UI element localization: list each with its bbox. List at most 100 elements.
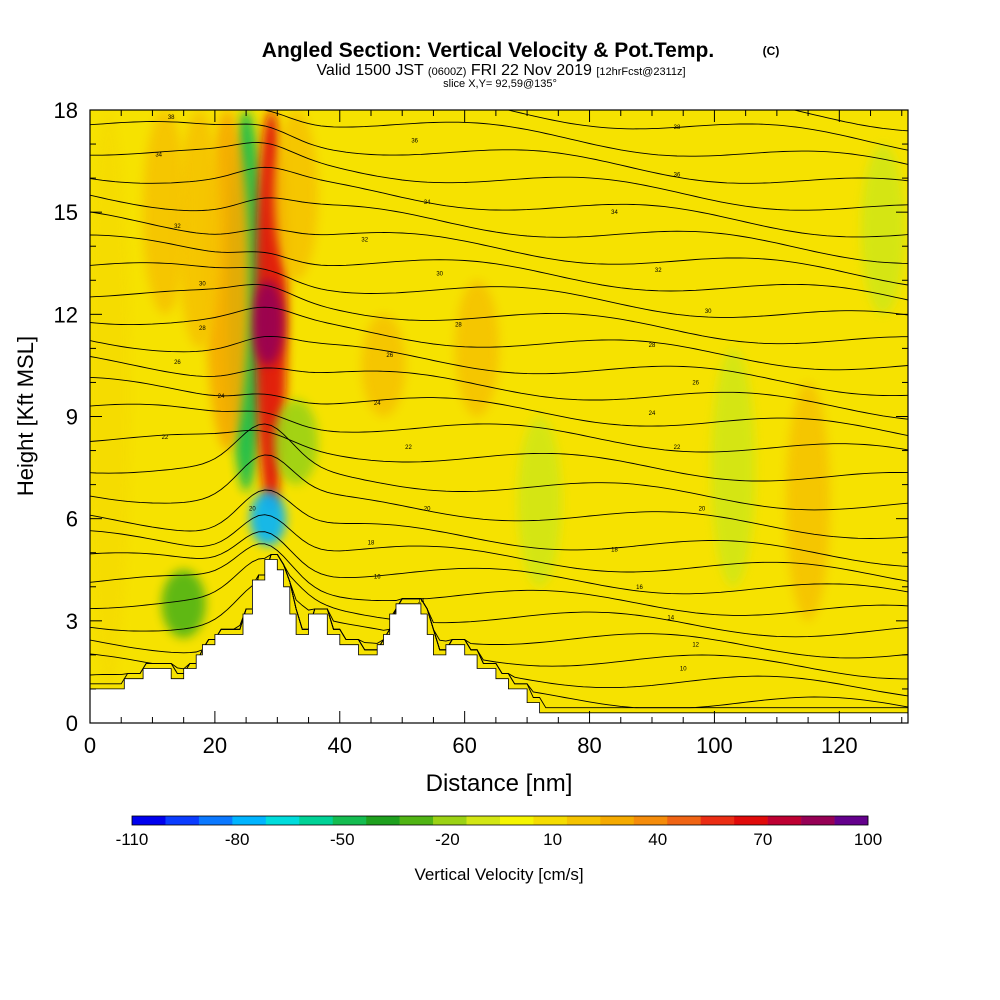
colorbar-swatch-21 bbox=[834, 816, 869, 825]
contour-label-3: 30 bbox=[199, 282, 206, 288]
contour-label-30: 20 bbox=[699, 506, 706, 512]
theta-contour-5 bbox=[90, 553, 908, 638]
velocity-feature-12 bbox=[517, 416, 562, 587]
velocity-feature-13 bbox=[711, 348, 756, 587]
contour-label-16: 22 bbox=[405, 445, 412, 451]
y-axis-label: Height [Kft MSL] bbox=[13, 336, 38, 496]
theta-contour-11 bbox=[90, 423, 908, 511]
y-tick-label-2: 6 bbox=[66, 507, 78, 532]
velocity-feature-8 bbox=[455, 280, 500, 417]
contour-label-31: 18 bbox=[611, 547, 618, 553]
colorbar-tick-label-0: -110 bbox=[116, 830, 149, 849]
theta-contour-13 bbox=[90, 403, 908, 453]
colorbar-swatch-19 bbox=[767, 816, 802, 825]
colorbar-tick-label-6: 70 bbox=[753, 830, 772, 849]
terrain-mask bbox=[90, 559, 908, 723]
theta-contour-25 bbox=[90, 121, 908, 184]
velocity-feature-7 bbox=[361, 314, 406, 417]
colorbar-swatch-11 bbox=[500, 816, 534, 825]
velocity-feature-9 bbox=[274, 399, 319, 485]
colorbar-tick-label-7: 100 bbox=[854, 830, 882, 849]
contour-labels: 38 34 32 30 28 26 24 22 20 36 34 32 30 28 26 24 22 20 18 16… bbox=[155, 115, 712, 673]
y-tick-label-0: 0 bbox=[66, 711, 78, 736]
contour-label-10: 34 bbox=[424, 200, 431, 206]
contour-label-34: 12 bbox=[692, 643, 699, 649]
subtitle-utc: (0600Z) bbox=[428, 66, 467, 78]
contour-label-5: 26 bbox=[174, 360, 181, 366]
contour-label-4: 28 bbox=[199, 326, 206, 332]
velocity-feature-10 bbox=[249, 491, 286, 546]
colorbar-swatch-6 bbox=[332, 816, 367, 825]
colorbar-swatch-3 bbox=[232, 816, 267, 825]
colorbar-swatch-10 bbox=[466, 816, 501, 825]
theta-contour-24 bbox=[90, 142, 908, 211]
colorbar-swatch-17 bbox=[700, 816, 735, 825]
theta-contour-9 bbox=[90, 489, 908, 567]
subtitle-valid: Valid 1500 JST bbox=[316, 62, 424, 79]
colorbar-swatch-16 bbox=[667, 816, 702, 825]
chart-title: Angled Section: Vertical Velocity & Pot.… bbox=[262, 39, 714, 62]
contour-label-7: 22 bbox=[162, 435, 169, 441]
y-tick-label-4: 12 bbox=[54, 302, 78, 327]
y-tick-label-1: 3 bbox=[66, 609, 78, 634]
theta-contour-10 bbox=[90, 454, 908, 539]
theta-contour-17 bbox=[90, 306, 908, 371]
colorbar-swatch-14 bbox=[600, 816, 635, 825]
theta-contour-16 bbox=[90, 335, 908, 397]
contour-label-0: 38 bbox=[168, 115, 175, 121]
colorbar-label: Vertical Velocity [cm/s] bbox=[414, 865, 583, 884]
colorbar-tick-label-3: -20 bbox=[435, 830, 460, 849]
x-tick-label-0: 0 bbox=[84, 733, 96, 758]
contour-label-15: 24 bbox=[374, 401, 381, 407]
colorbar-swatch-15 bbox=[633, 816, 668, 825]
contour-label-9: 36 bbox=[411, 139, 418, 145]
contour-label-26: 28 bbox=[649, 343, 656, 349]
contour-label-35: 10 bbox=[680, 667, 687, 673]
theta-contour-6 bbox=[90, 543, 908, 616]
contour-label-1: 34 bbox=[155, 152, 162, 158]
theta-contour-8 bbox=[90, 514, 908, 582]
colorbar-tick-label-4: 10 bbox=[543, 830, 562, 849]
theta-contour-26 bbox=[260, 110, 908, 165]
theta-contour-12 bbox=[90, 429, 908, 482]
theta-contour-22 bbox=[90, 194, 908, 264]
colorbar-swatch-13 bbox=[566, 816, 601, 825]
contour-label-27: 26 bbox=[692, 380, 699, 386]
x-tick-label-5: 100 bbox=[696, 733, 733, 758]
plot-area: 38 34 32 30 28 26 24 22 20 36 34 32 30 28 26 24 22 20 18 16… bbox=[90, 110, 908, 723]
colorbar-swatch-0 bbox=[132, 816, 166, 825]
theta-contour-3 bbox=[90, 553, 908, 680]
velocity-feature-11 bbox=[161, 569, 206, 638]
colorbar-swatch-12 bbox=[533, 816, 568, 825]
contour-label-22: 36 bbox=[674, 173, 681, 179]
contour-label-28: 24 bbox=[649, 411, 656, 417]
chart-title-unit: (C) bbox=[763, 44, 780, 58]
theta-contour-7 bbox=[90, 531, 908, 595]
contour-label-23: 34 bbox=[611, 210, 618, 216]
theta-contours bbox=[90, 110, 908, 709]
theta-contour-4 bbox=[90, 553, 908, 659]
theta-contour-23 bbox=[90, 166, 908, 238]
colorbar-tick-label-5: 40 bbox=[648, 830, 667, 849]
colorbar-swatch-20 bbox=[801, 816, 835, 825]
theta-contour-20 bbox=[90, 234, 908, 301]
colorbar-tick-label-1: -80 bbox=[225, 830, 250, 849]
subtitle-fcst: [12hrFcst@2311z] bbox=[596, 66, 685, 78]
colorbar-tick-label-2: -50 bbox=[330, 830, 355, 849]
colorbar-swatch-2 bbox=[198, 816, 233, 825]
velocity-feature-15 bbox=[786, 382, 831, 621]
slice-label: slice X,Y= 92,59@135° bbox=[443, 78, 557, 90]
colorbar-swatch-5 bbox=[299, 816, 334, 825]
theta-contour-15 bbox=[90, 356, 908, 420]
velocity-feature-16 bbox=[90, 110, 131, 689]
y-tick-label-5: 15 bbox=[54, 200, 78, 225]
x-tick-label-1: 20 bbox=[203, 733, 227, 758]
y-tick-label-6: 18 bbox=[54, 98, 78, 123]
velocity-feature-14 bbox=[861, 144, 906, 315]
theta-contour-19 bbox=[90, 262, 908, 318]
colorbar-swatch-4 bbox=[265, 816, 300, 825]
contour-label-32: 16 bbox=[636, 585, 643, 591]
y-tick-label-3: 9 bbox=[66, 405, 78, 430]
contour-label-13: 28 bbox=[455, 323, 462, 329]
